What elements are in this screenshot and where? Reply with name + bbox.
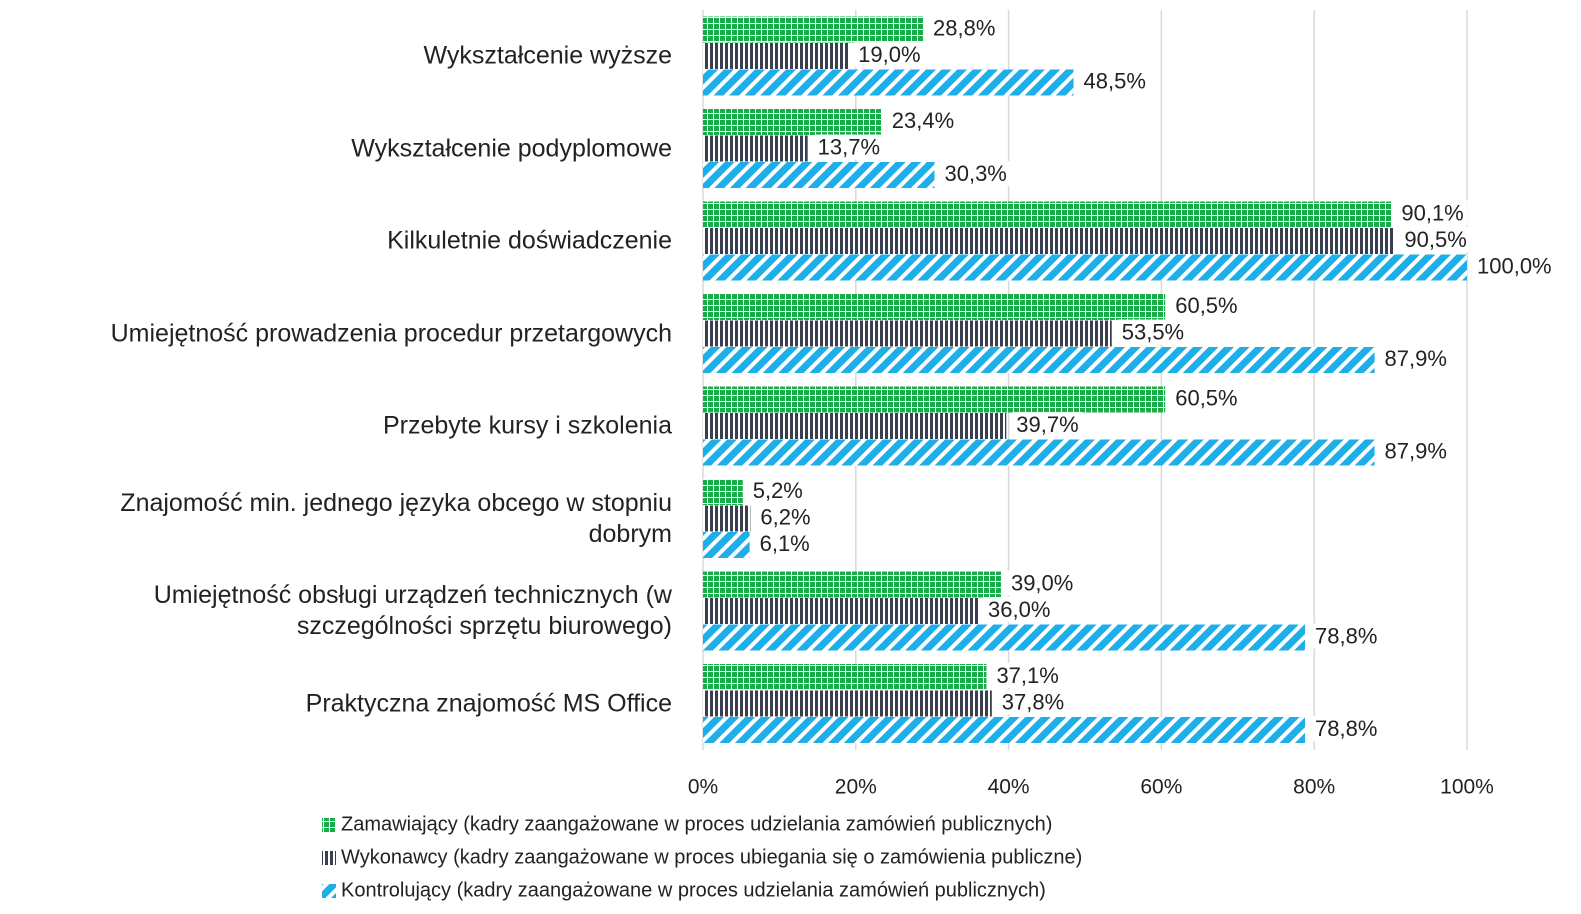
value-label-bg (1380, 438, 1451, 464)
bar (703, 43, 849, 69)
value-label-bg (992, 663, 1063, 689)
value-label-bg (887, 108, 959, 134)
bar (703, 16, 924, 43)
value-label: 37,1% (996, 663, 1058, 688)
value-label-bg (1311, 716, 1382, 742)
value-label: 23,4% (892, 108, 954, 133)
value-label-bg (1117, 319, 1189, 345)
value-label-bg (854, 42, 925, 68)
category-label: Znajomość min. jednego języka obcego w s… (120, 488, 672, 548)
bar (703, 439, 1375, 466)
bar (703, 294, 1166, 320)
value-label: 87,9% (1385, 346, 1447, 371)
value-label-bg (1397, 200, 1468, 226)
value-label: 37,8% (1002, 690, 1064, 715)
legend-label: Zamawiający (kadry zaangażowane w proces… (341, 813, 1052, 835)
category-label: Umiejętność obsługi urządzeń technicznyc… (153, 581, 672, 641)
category-label: Kilkuletnie doświadczenie (387, 226, 672, 255)
value-label-bg (755, 531, 814, 557)
bar (703, 717, 1306, 743)
value-label-bg (1311, 623, 1382, 649)
category-label: Przebyte kursy i szkolenia (382, 411, 672, 440)
bar (703, 413, 1007, 439)
value-label: 6,2% (760, 505, 810, 530)
value-label: 13,7% (818, 135, 880, 160)
value-label: 39,0% (1011, 571, 1073, 596)
value-label: 78,8% (1315, 716, 1377, 741)
bar (703, 624, 1306, 651)
value-label-bg (1079, 68, 1150, 94)
value-label-bg (1473, 253, 1556, 279)
value-label: 30,3% (944, 161, 1006, 186)
value-label: 78,8% (1315, 624, 1377, 649)
bar (703, 598, 979, 624)
legend-swatch (322, 851, 336, 865)
x-tick-label: 80% (1293, 776, 1335, 799)
value-label-bg (1006, 570, 1078, 596)
value-label-bg (929, 15, 1000, 41)
value-label: 100,0% (1477, 254, 1552, 279)
value-label: 53,5% (1122, 320, 1184, 345)
value-label: 60,5% (1175, 293, 1237, 318)
bar (703, 505, 751, 532)
value-label-bg (997, 689, 1069, 715)
value-label: 6,1% (760, 531, 810, 556)
value-label-bg (1012, 412, 1083, 438)
value-label: 36,0% (988, 597, 1050, 622)
value-label-bg (984, 597, 1055, 623)
legend-swatch (322, 884, 336, 898)
x-tick-label: 60% (1140, 776, 1182, 799)
x-tick-label: 0% (688, 776, 718, 799)
bar (703, 571, 1001, 598)
x-tick-label: 40% (988, 776, 1030, 799)
category-label: Praktyczna znajomość MS Office (305, 689, 672, 718)
bar (703, 479, 743, 505)
bar (703, 162, 935, 188)
category-label: Wykształcenie wyższe (423, 41, 672, 70)
legend-label: Wykonawcy (kadry zaangażowane w proces u… (341, 846, 1082, 868)
value-label-bg (1400, 227, 1471, 253)
bar (703, 664, 987, 690)
category-label: Wykształcenie podyplomowe (351, 134, 672, 163)
value-label: 60,5% (1175, 386, 1237, 411)
bar (703, 135, 808, 162)
bar (703, 320, 1112, 347)
x-tick-label: 100% (1440, 776, 1494, 799)
bar (703, 228, 1395, 254)
value-label: 48,5% (1084, 69, 1146, 94)
bar (703, 201, 1392, 228)
legend-swatch (322, 818, 336, 832)
value-label-bg (748, 478, 807, 504)
bar (703, 69, 1074, 96)
category-label: Umiejętność prowadzenia procedur przetar… (110, 319, 672, 348)
value-label-bg (1171, 385, 1242, 411)
legend-label: Kontrolujący (kadry zaangażowane w proce… (341, 879, 1046, 901)
value-label: 5,2% (753, 478, 803, 503)
value-label-bg (1171, 293, 1242, 319)
bar (703, 386, 1166, 413)
value-label: 39,7% (1016, 412, 1078, 437)
value-label: 87,9% (1385, 439, 1447, 464)
bar (703, 254, 1467, 281)
value-label-bg (813, 134, 885, 160)
value-label: 19,0% (858, 42, 920, 67)
bar (703, 347, 1375, 373)
value-label: 90,5% (1404, 227, 1466, 252)
bar (703, 532, 750, 558)
value-label: 90,1% (1401, 201, 1463, 226)
value-label-bg (756, 504, 815, 530)
bar (703, 109, 882, 135)
value-label: 28,8% (933, 16, 995, 41)
x-tick-label: 20% (835, 776, 877, 799)
value-label-bg (940, 161, 1011, 187)
bar (703, 690, 992, 717)
value-label-bg (1380, 346, 1451, 372)
